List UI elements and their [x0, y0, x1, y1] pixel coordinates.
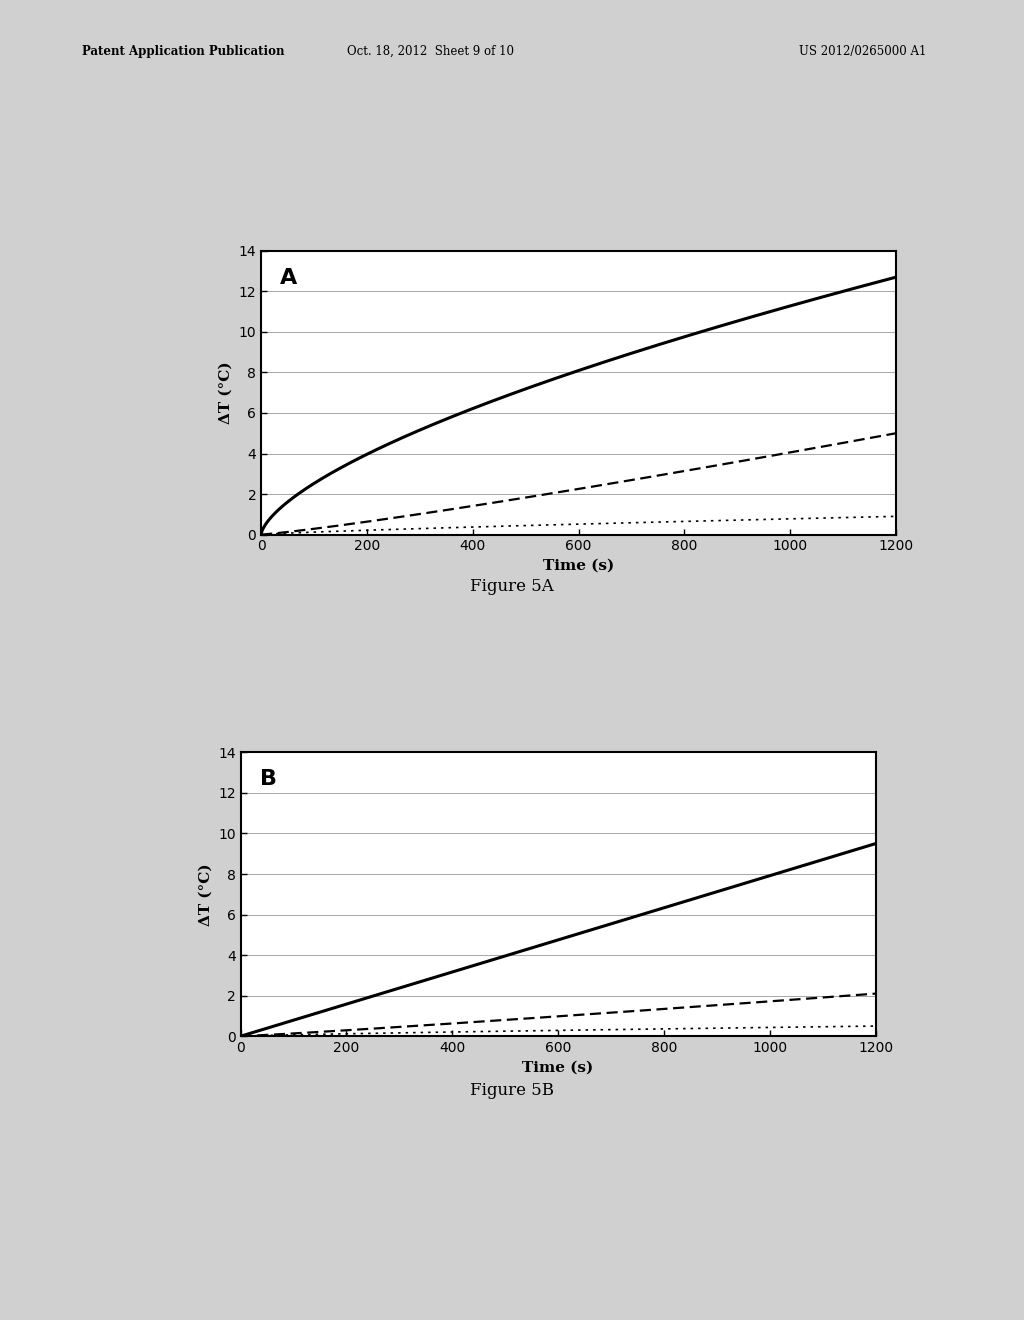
Text: Figure 5A: Figure 5A — [470, 578, 554, 594]
Y-axis label: ΔT (°C): ΔT (°C) — [219, 362, 233, 424]
X-axis label: Time (s): Time (s) — [522, 1060, 594, 1074]
Text: B: B — [260, 770, 276, 789]
Y-axis label: ΔT (°C): ΔT (°C) — [199, 863, 213, 925]
Text: Patent Application Publication: Patent Application Publication — [82, 45, 285, 58]
Text: Figure 5B: Figure 5B — [470, 1082, 554, 1098]
Text: Oct. 18, 2012  Sheet 9 of 10: Oct. 18, 2012 Sheet 9 of 10 — [346, 45, 514, 58]
Text: A: A — [281, 268, 297, 288]
X-axis label: Time (s): Time (s) — [543, 558, 614, 573]
Text: US 2012/0265000 A1: US 2012/0265000 A1 — [799, 45, 926, 58]
